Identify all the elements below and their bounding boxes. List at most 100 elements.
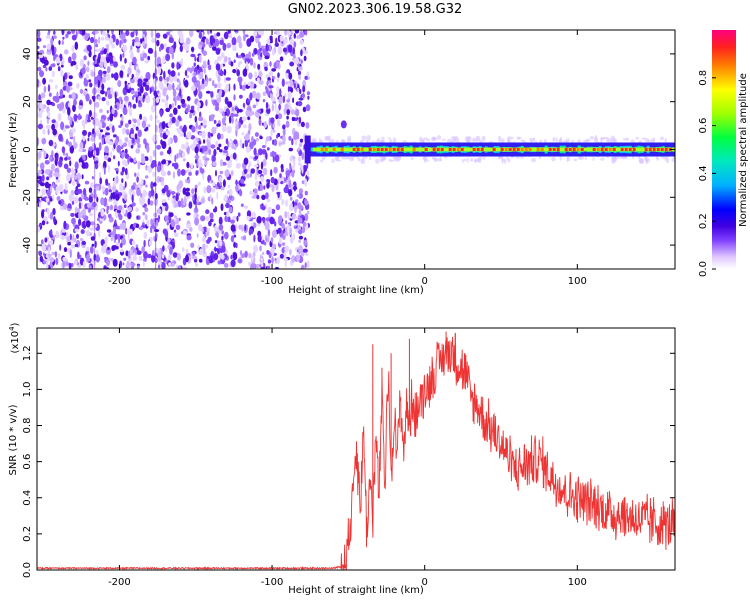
noise-dot: [240, 178, 245, 184]
noise-dot: [81, 67, 86, 75]
noise-dot: [99, 177, 103, 185]
noise-dot: [76, 82, 80, 89]
noise-dot: [105, 33, 108, 41]
noise-dot: [78, 218, 82, 226]
noise-dot: [287, 82, 291, 87]
noise-dot: [253, 30, 258, 37]
noise-dot: [210, 144, 216, 149]
noise-dot: [70, 62, 74, 66]
noise-dot: [59, 244, 62, 251]
noise-dot: [88, 79, 92, 83]
noise-dot: [122, 185, 126, 190]
y-tick-label: -20: [22, 189, 33, 205]
line-halo: [466, 136, 472, 142]
noise-dot: [191, 85, 196, 92]
noise-dot: [293, 33, 296, 39]
noise-dot: [93, 157, 99, 162]
line-core: [568, 148, 572, 151]
noise-dot: [180, 169, 186, 176]
noise-dot: [281, 223, 285, 229]
noise-dot: [219, 149, 223, 153]
noise-dot: [263, 62, 269, 69]
noise-dot: [254, 180, 260, 187]
noise-dot: [244, 133, 250, 141]
noise-dot: [115, 193, 120, 201]
noise-dot: [173, 229, 177, 233]
signal-line: [304, 120, 675, 165]
noise-dot: [221, 111, 225, 117]
noise-dot: [248, 123, 252, 132]
noise-dot: [190, 105, 195, 111]
noise-dot: [149, 87, 152, 94]
noise-dot: [298, 116, 302, 124]
noise-dot: [262, 48, 267, 56]
noise-dot: [105, 91, 107, 97]
noise-dot: [101, 185, 105, 192]
line-core: [528, 148, 532, 151]
noise-dot: [271, 103, 275, 112]
noise-dot: [145, 207, 149, 212]
noise-dot: [200, 215, 206, 222]
noise-dot: [58, 200, 62, 205]
noise-dot: [303, 55, 307, 62]
noise-dot: [147, 124, 151, 128]
noise-dot: [130, 144, 134, 149]
line-halo: [375, 158, 380, 164]
noise-dot: [225, 138, 229, 145]
noise-dot: [58, 184, 64, 193]
line-core: [356, 148, 360, 151]
noise-dot: [112, 259, 118, 267]
noise-dot: [95, 254, 100, 263]
noise-dot: [176, 97, 182, 101]
noise-dot: [118, 138, 123, 147]
noise-dot: [243, 33, 246, 42]
noise-dot: [129, 228, 133, 235]
line-core: [500, 148, 504, 151]
noise-dot: [237, 55, 242, 59]
noise-dot: [281, 78, 285, 87]
noise-dot: [86, 254, 89, 262]
line-halo: [555, 137, 558, 143]
noise-dot: [107, 164, 110, 173]
noise-dot: [142, 81, 147, 87]
noise-dot: [155, 97, 160, 103]
noise-dot: [138, 226, 144, 230]
noise-dot: [41, 188, 47, 196]
noise-dot: [125, 227, 128, 235]
noise-dot: [135, 244, 139, 248]
noise-dot: [105, 178, 109, 186]
noise-dot: [126, 129, 130, 136]
line-halo: [319, 159, 324, 163]
noise-dot: [167, 149, 171, 155]
noise-dot: [251, 136, 254, 142]
noise-dot: [267, 206, 273, 215]
noise-dot: [264, 222, 270, 231]
line-halo: [474, 158, 478, 163]
noise-dot: [52, 35, 57, 39]
line-halo: [558, 138, 563, 144]
noise-dot: [117, 160, 120, 167]
noise-dot: [190, 144, 194, 150]
noise-dot: [249, 111, 255, 116]
noise-dot: [224, 231, 229, 240]
noise-dot: [75, 64, 79, 71]
noise-dot: [249, 57, 254, 66]
noise-dot: [216, 123, 221, 127]
noise-dot: [62, 128, 66, 133]
noise-dot: [242, 68, 248, 77]
noise-dot: [37, 30, 41, 38]
noise-dot: [205, 244, 208, 249]
noise-dot: [149, 114, 153, 122]
noise-dot: [42, 245, 47, 250]
noise-dot: [221, 161, 227, 166]
noise-dot: [111, 230, 116, 238]
noise-dot: [39, 201, 42, 209]
noise-dot: [208, 255, 214, 264]
noise-dot: [230, 170, 234, 176]
noise-dot: [271, 184, 275, 192]
noise-dot: [166, 76, 170, 82]
line-core: [480, 148, 484, 151]
noise-dot: [208, 78, 212, 82]
noise-dot: [74, 243, 79, 248]
noise-dot: [249, 35, 255, 43]
